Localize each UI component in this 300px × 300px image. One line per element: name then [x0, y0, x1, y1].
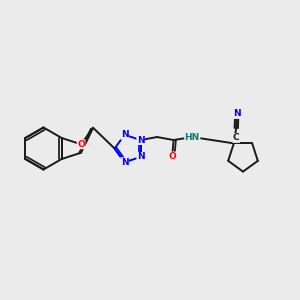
Text: N: N	[137, 152, 145, 161]
Text: N: N	[137, 136, 145, 145]
Text: N: N	[121, 158, 128, 167]
Text: O: O	[77, 140, 85, 149]
Text: HN: HN	[184, 133, 200, 142]
Text: N: N	[233, 110, 241, 118]
Text: N: N	[121, 130, 128, 139]
Text: O: O	[168, 152, 176, 161]
Text: C: C	[233, 134, 239, 142]
